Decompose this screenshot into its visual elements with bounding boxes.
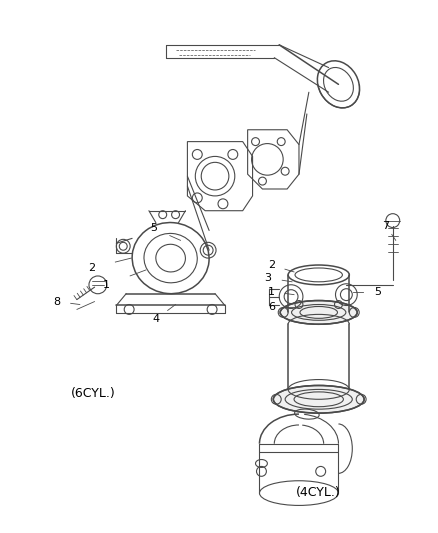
Text: 6: 6 (268, 302, 275, 312)
Text: 1: 1 (268, 287, 275, 297)
Text: 4: 4 (152, 314, 159, 324)
Text: 2: 2 (88, 263, 95, 273)
Text: 7: 7 (382, 221, 389, 231)
Text: (4CYL.): (4CYL.) (297, 486, 341, 498)
Ellipse shape (280, 301, 357, 324)
Text: (6CYL.): (6CYL.) (71, 387, 116, 400)
Text: 1: 1 (103, 280, 110, 290)
Text: 8: 8 (53, 296, 60, 306)
Text: 5: 5 (374, 287, 381, 297)
Text: 2: 2 (268, 260, 275, 270)
Ellipse shape (273, 385, 364, 413)
Text: 5: 5 (150, 223, 157, 233)
Text: 3: 3 (264, 273, 271, 283)
